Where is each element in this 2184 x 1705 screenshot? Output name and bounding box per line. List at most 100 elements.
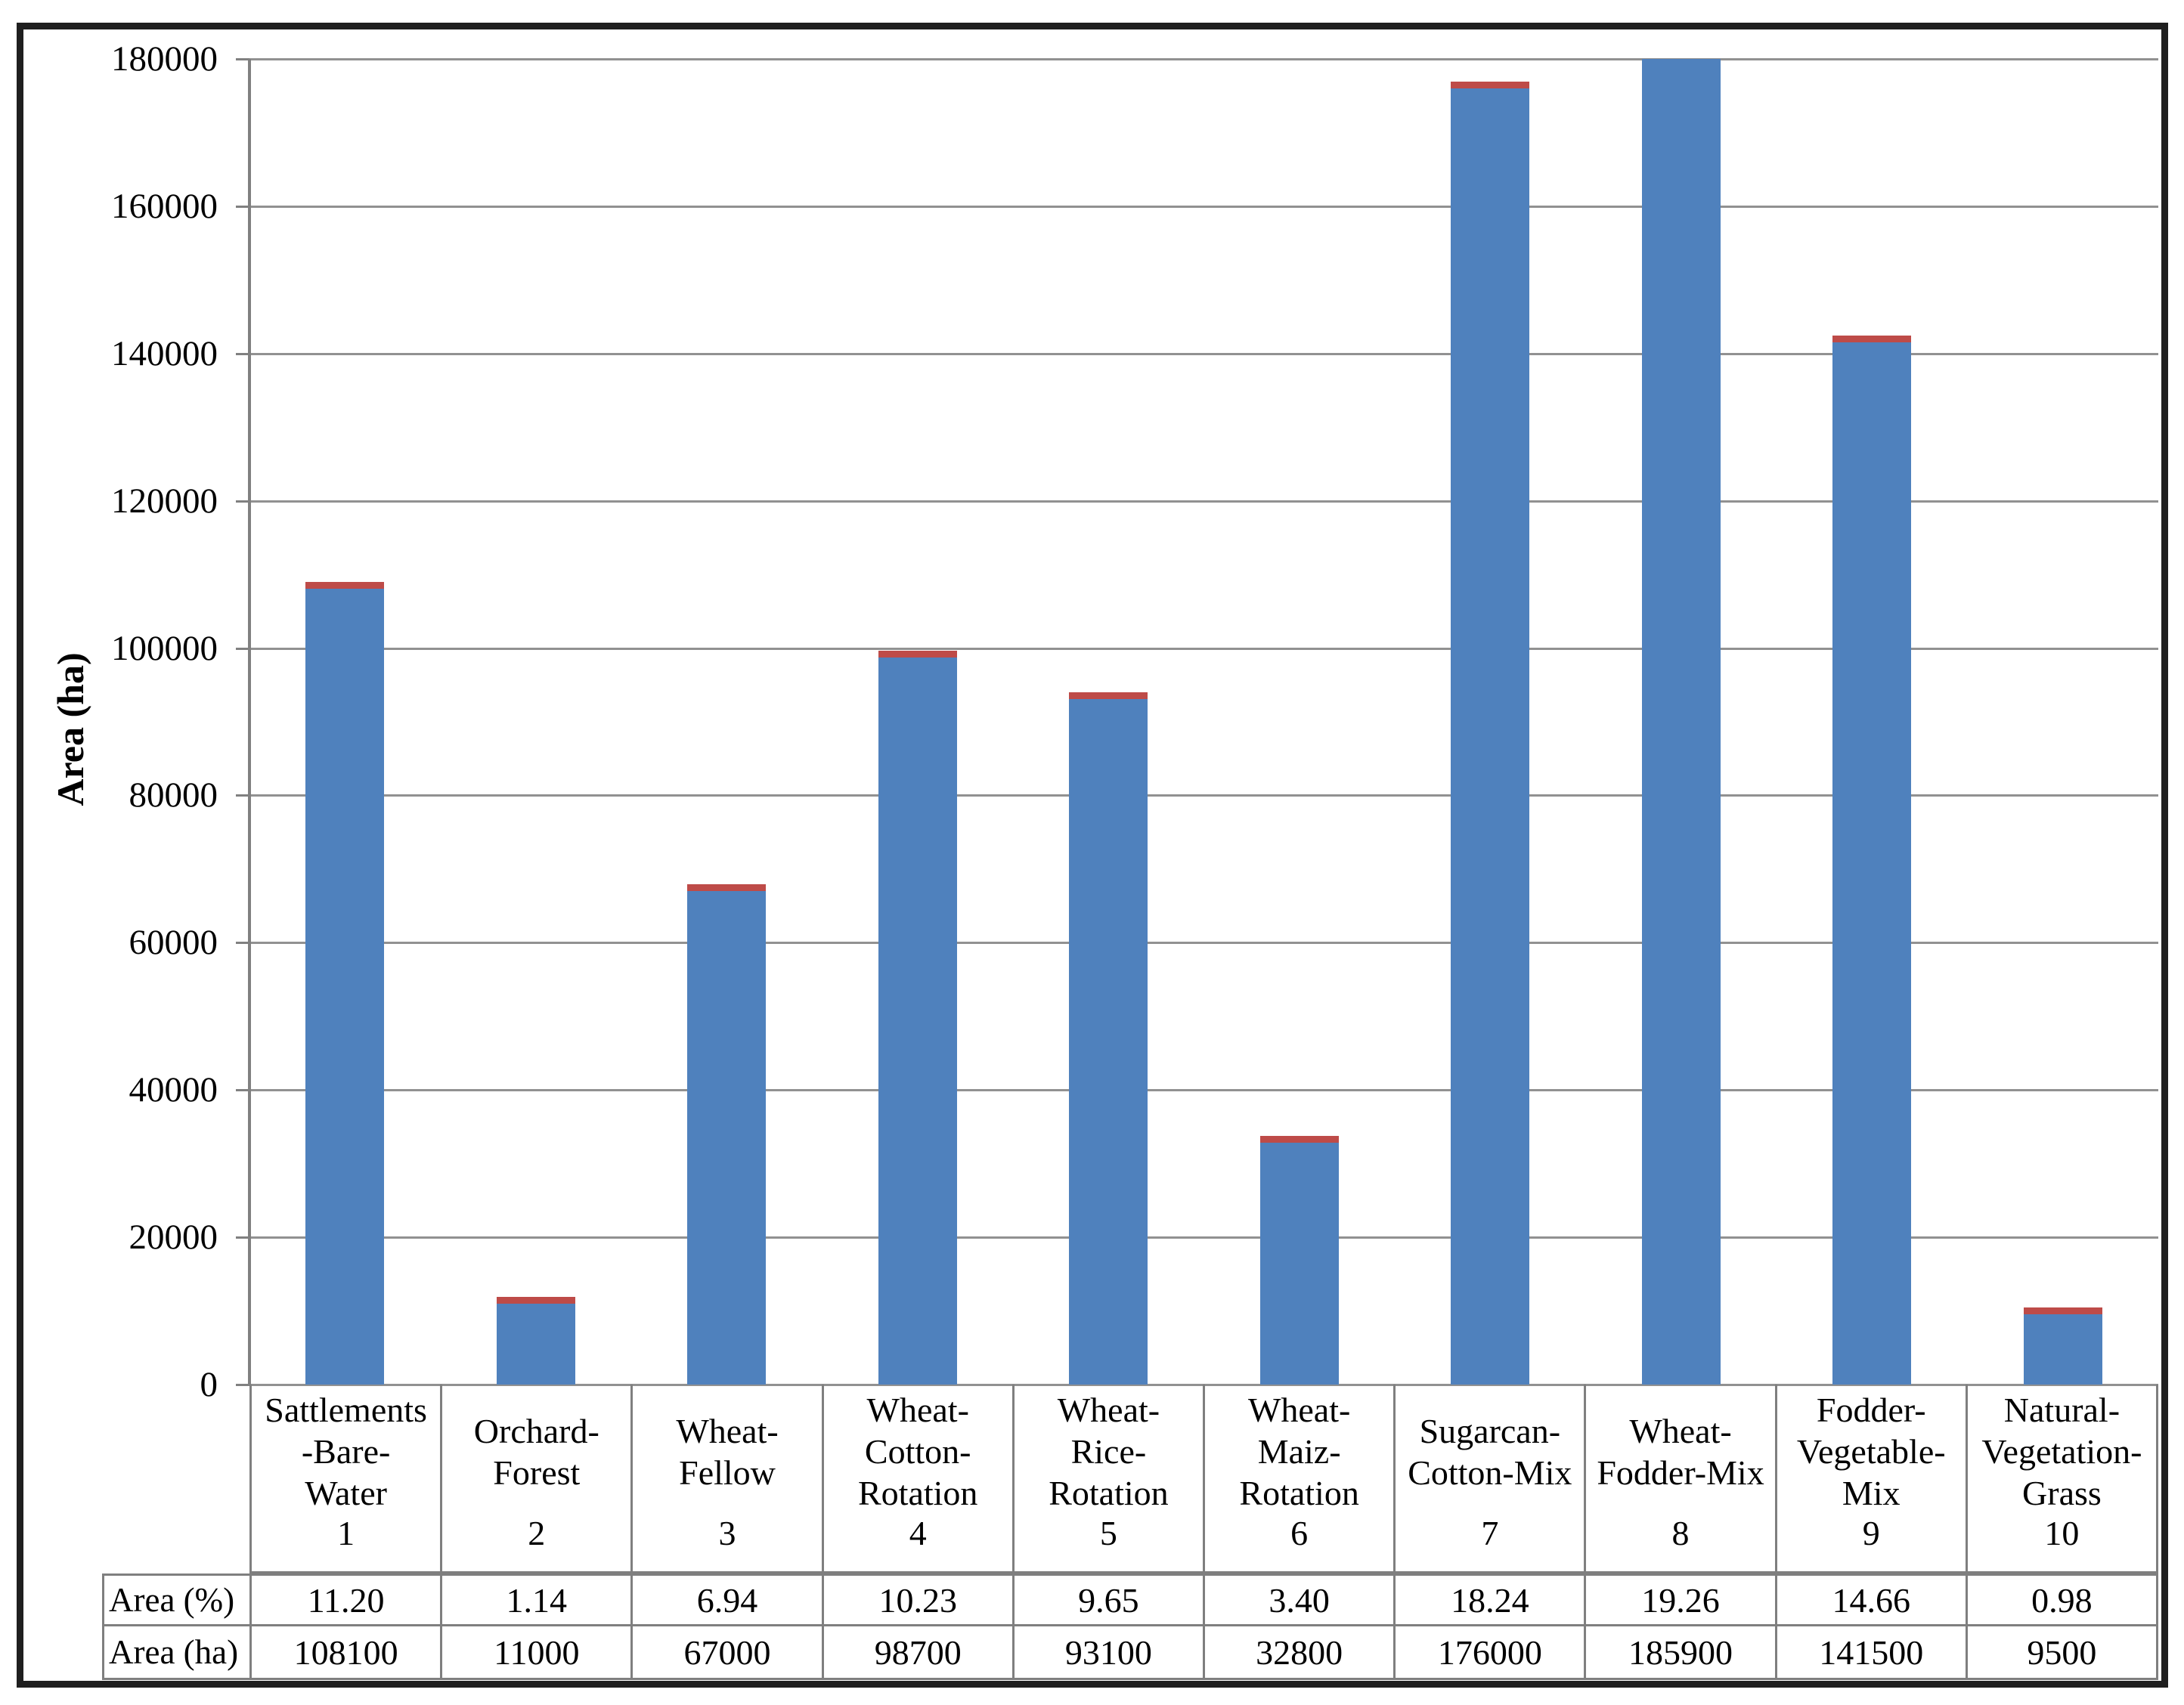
category-cell: Wheat- Cotton- Rotation 4 xyxy=(821,1385,1012,1571)
category-label: Sattlements -Bare- Water xyxy=(265,1385,427,1514)
bar-cap-5 xyxy=(1069,692,1148,699)
category-label-line: Forest xyxy=(493,1453,581,1492)
category-number: 6 xyxy=(1290,1514,1309,1552)
y-axis-tick-label: 0 xyxy=(200,1365,218,1404)
h-gridline xyxy=(249,206,2158,208)
h-gridline xyxy=(249,942,2158,944)
category-label: Orchard- Forest xyxy=(474,1385,599,1514)
category-label-line: Fellow xyxy=(679,1453,776,1492)
bar-2 xyxy=(497,1304,575,1385)
category-number: 3 xyxy=(718,1514,736,1552)
data-table-row-area-pct: Area (%) 11.20 1.14 6.94 10.23 9.65 3.40 18.24 1… xyxy=(102,1573,2159,1626)
h-gridline xyxy=(249,794,2158,797)
table-value-cell: 185900 xyxy=(1584,1626,1774,1678)
category-label: Wheat- Fodder-Mix xyxy=(1597,1385,1764,1514)
category-label-line: Rotation xyxy=(857,1474,978,1512)
category-label-line: Cotton- xyxy=(864,1432,971,1471)
y-axis-tick-mark xyxy=(236,1089,249,1091)
y-axis-tick-label: 100000 xyxy=(111,629,218,668)
y-axis-tick-label: 40000 xyxy=(129,1070,218,1109)
category-label-line: Fodder- xyxy=(1816,1391,1926,1429)
h-gridline xyxy=(249,500,2158,503)
table-value-cell: 3.40 xyxy=(1203,1576,1393,1624)
y-axis-tick-mark xyxy=(236,58,249,60)
category-label-line: Sugarcan- xyxy=(1419,1411,1561,1450)
table-value-cell: 11.20 xyxy=(249,1576,440,1624)
y-axis-tick-mark xyxy=(236,1384,249,1386)
table-row-header: Area (ha) xyxy=(102,1626,249,1678)
category-label: Wheat- Fellow xyxy=(676,1385,778,1514)
category-label-line: Wheat- xyxy=(866,1391,969,1429)
category-label: Wheat- Rice- Rotation xyxy=(1049,1385,1168,1514)
category-label-line: Wheat- xyxy=(1629,1411,1732,1450)
h-gridline xyxy=(249,58,2158,60)
bar-cap-2 xyxy=(497,1297,575,1304)
y-axis-tick-mark xyxy=(236,353,249,355)
y-axis-tick-label: 80000 xyxy=(129,775,218,815)
bar-cap-4 xyxy=(878,651,957,658)
y-axis-tick-mark xyxy=(236,1236,249,1239)
category-label-line: Vegetable- xyxy=(1796,1432,1946,1471)
y-axis-tick-label: 160000 xyxy=(111,187,218,226)
category-cell: Sugarcan- Cotton-Mix 7 xyxy=(1393,1385,1584,1571)
category-number: 2 xyxy=(528,1514,546,1552)
table-value-cell: 9.65 xyxy=(1011,1576,1203,1624)
y-axis-tick-label: 60000 xyxy=(129,923,218,962)
category-label: Wheat- Cotton- Rotation xyxy=(858,1385,977,1514)
table-value-cell: 0.98 xyxy=(1965,1576,2159,1624)
category-cell: Natural- Vegetation- Grass 10 xyxy=(1965,1385,2156,1571)
table-value-cell: 11000 xyxy=(440,1626,630,1678)
table-value-cell: 18.24 xyxy=(1393,1576,1584,1624)
bar-3 xyxy=(687,891,766,1385)
table-value-cell: 176000 xyxy=(1393,1626,1584,1678)
category-label-line: Wheat- xyxy=(1057,1391,1160,1429)
y-axis-tick-mark xyxy=(236,500,249,503)
table-row-header: Area (%) xyxy=(102,1576,249,1624)
h-gridline xyxy=(249,1236,2158,1239)
h-gridline xyxy=(249,648,2158,650)
category-label-line: Natural- xyxy=(2003,1391,2120,1429)
category-label-line: Orchard- xyxy=(473,1411,599,1450)
table-value-cell: 14.66 xyxy=(1774,1576,1966,1624)
category-cell: Wheat- Fodder-Mix 8 xyxy=(1584,1385,1774,1571)
category-label-line: Rotation xyxy=(1049,1474,1169,1512)
category-label: Wheat- Maiz- Rotation xyxy=(1239,1385,1358,1514)
category-label-line: Wheat- xyxy=(1247,1391,1351,1429)
category-axis-row: Sattlements -Bare- Water 1 Orchard- Forest 2 Wh… xyxy=(249,1385,2158,1573)
category-cell: Wheat- Fellow 3 xyxy=(630,1385,821,1571)
category-label-line: Grass xyxy=(2022,1474,2102,1512)
table-value-cell: 32800 xyxy=(1203,1626,1393,1678)
category-label-line: Vegetation- xyxy=(1981,1432,2142,1471)
bar-9 xyxy=(1832,342,1911,1385)
category-label-line: Rice- xyxy=(1070,1432,1147,1471)
bar-1 xyxy=(305,589,384,1385)
category-cell: Orchard- Forest 2 xyxy=(440,1385,630,1571)
category-label: Natural- Vegetation- Grass xyxy=(1981,1385,2142,1514)
plot-area xyxy=(236,58,2158,1386)
bar-cap-6 xyxy=(1260,1136,1339,1143)
category-number: 7 xyxy=(1481,1514,1499,1552)
category-number: 5 xyxy=(1099,1514,1117,1552)
category-cell: Wheat- Rice- Rotation 5 xyxy=(1011,1385,1203,1571)
bar-10 xyxy=(2024,1314,2102,1385)
category-label-line: Rotation xyxy=(1239,1474,1359,1512)
h-gridline xyxy=(249,1089,2158,1091)
bar-4 xyxy=(878,658,957,1385)
table-value-cell: 98700 xyxy=(821,1626,1012,1678)
table-value-cell: 19.26 xyxy=(1584,1576,1774,1624)
bar-7 xyxy=(1451,88,1529,1385)
table-value-cell: 93100 xyxy=(1011,1626,1203,1678)
category-number: 4 xyxy=(909,1514,927,1552)
y-axis-tick-label: 140000 xyxy=(111,334,218,373)
category-label-line: Wheat- xyxy=(676,1411,779,1450)
bar-cap-1 xyxy=(305,582,384,589)
y-axis-tick-label: 180000 xyxy=(111,39,218,79)
category-cell: Wheat- Maiz- Rotation 6 xyxy=(1203,1385,1393,1571)
category-label: Sugarcan- Cotton-Mix xyxy=(1408,1385,1572,1514)
bar-cap-7 xyxy=(1451,82,1529,88)
y-axis-tick-label: 20000 xyxy=(129,1218,218,1257)
category-cell: Sattlements -Bare- Water 1 xyxy=(252,1385,440,1571)
table-value-cell: 141500 xyxy=(1774,1626,1966,1678)
table-value-cell: 108100 xyxy=(249,1626,440,1678)
